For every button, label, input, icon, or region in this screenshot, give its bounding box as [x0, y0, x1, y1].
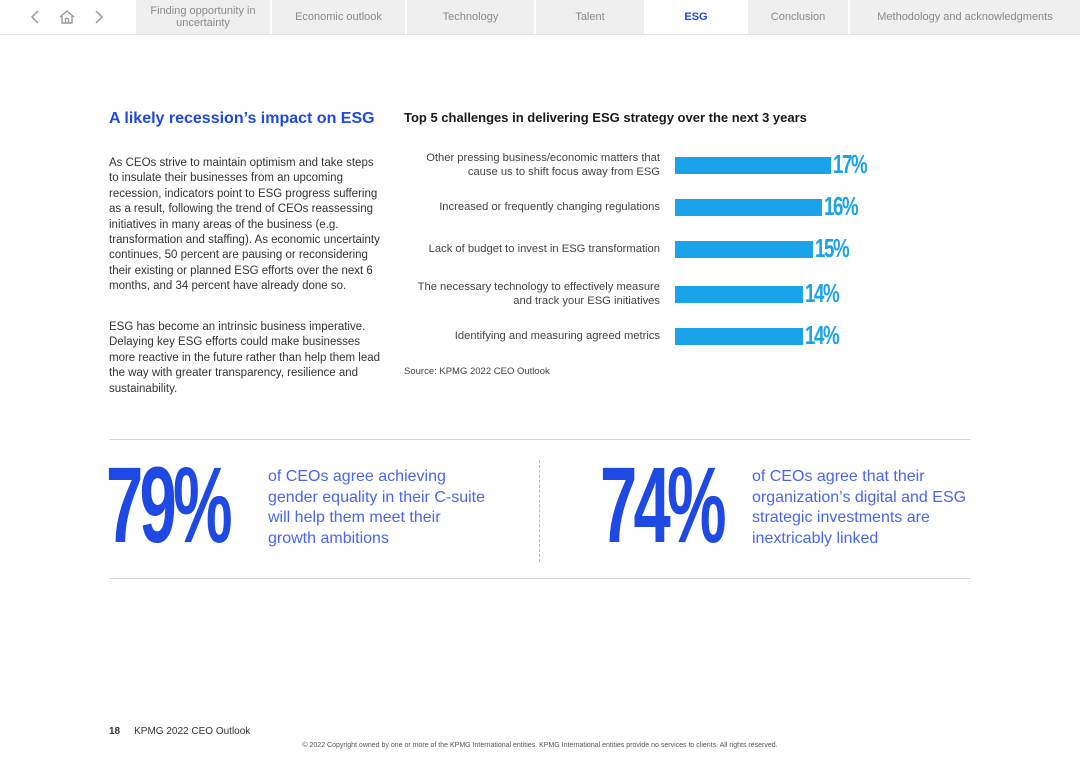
bar: [675, 157, 831, 174]
section-heading: A likely recession’s impact on ESG: [109, 110, 375, 127]
page-number: 18: [109, 726, 121, 737]
bar: [675, 199, 822, 216]
tab-technology[interactable]: Technology: [405, 0, 534, 34]
tab-methodology[interactable]: Methodology and acknowledgments: [848, 0, 1080, 34]
stat-description-79: of CEOs agree achieving gender equality …: [268, 468, 486, 547]
stat-value-74: 74%: [600, 444, 727, 565]
tab-conclusion[interactable]: Conclusion: [746, 0, 848, 34]
bar-value-label: 17%: [833, 149, 868, 179]
page-footer: 18 KPMG 2022 CEO Outlook: [109, 726, 250, 737]
bar: [675, 241, 813, 258]
top-navigation: Finding opportunity in uncertainty Econo…: [0, 0, 1080, 35]
category-label: Other pressing business/economic matters…: [426, 152, 660, 178]
stat-value-79: 79%: [106, 444, 233, 565]
bar-value-label: 16%: [823, 191, 859, 221]
divider-line: [109, 439, 971, 440]
body-paragraph-2: ESG has become an intrinsic business imp…: [109, 321, 381, 395]
vertical-divider: [539, 460, 540, 562]
chart-row: The necessary technology to effectively …: [404, 274, 1004, 314]
category-label: The necessary technology to effectively …: [417, 281, 660, 307]
chevron-left-icon[interactable]: [25, 7, 45, 27]
publication-name: KPMG 2022 CEO Outlook: [134, 726, 251, 737]
chevron-right-icon[interactable]: [89, 7, 109, 27]
category-label: Increased or frequently changing regulat…: [439, 201, 660, 213]
tab-talent[interactable]: Talent: [534, 0, 644, 34]
body-paragraph-1: As CEOs strive to maintain optimism and …: [109, 157, 380, 293]
tab-economic-outlook[interactable]: Economic outlook: [270, 0, 405, 34]
bar: [675, 328, 804, 345]
nav-arrows: [0, 0, 134, 34]
tab-esg[interactable]: ESG: [644, 0, 746, 34]
stat-description-74: of CEOs agree that their organization’s …: [752, 468, 967, 547]
chart-title: Top 5 challenges in delivering ESG strat…: [404, 110, 807, 125]
bar-value-label: 14%: [805, 278, 840, 308]
bar: [675, 286, 804, 303]
chart-row: Identifying and measuring agreed metrics…: [404, 316, 1004, 356]
bar-value-label: 14%: [805, 320, 840, 350]
copyright-notice: © 2022 Copyright owned by one or more of…: [302, 742, 778, 749]
category-label: Lack of budget to invest in ESG transfor…: [428, 243, 660, 255]
chart-row: Lack of budget to invest in ESG transfor…: [404, 229, 1004, 269]
chart-row: Other pressing business/economic matters…: [404, 145, 1004, 185]
divider-line: [109, 578, 971, 579]
chart-source: Source: KPMG 2022 CEO Outlook: [404, 366, 550, 377]
tab-finding-opportunity[interactable]: Finding opportunity in uncertainty: [134, 0, 270, 34]
chart-row: Increased or frequently changing regulat…: [404, 187, 1004, 227]
bar-value-label: 15%: [814, 233, 850, 263]
home-icon[interactable]: [57, 7, 77, 27]
category-label: Identifying and measuring agreed metrics: [454, 330, 660, 342]
